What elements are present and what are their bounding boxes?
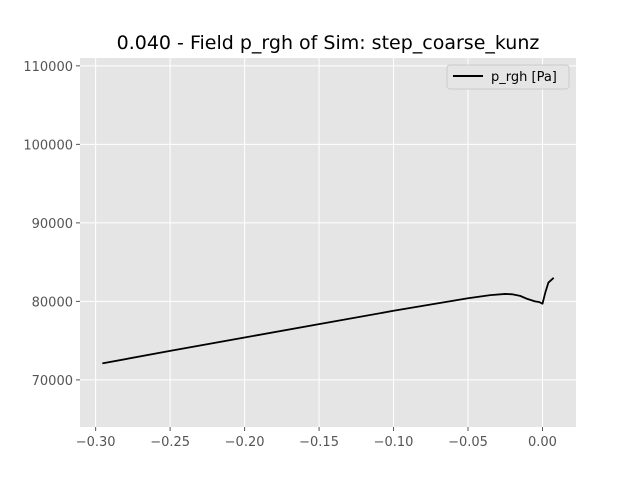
y-tick-label: 100000	[23, 138, 73, 153]
legend-box	[446, 64, 570, 90]
legend-label: p_rgh [Pa]	[491, 70, 557, 85]
y-tick-label: 80000	[32, 295, 73, 310]
y-axis-ticks: 70000 80000 90000 100000 110000	[23, 60, 80, 389]
x-axis-ticks: −0.30 −0.25 −0.20 −0.15 −0.10 −0.05 0.00	[76, 427, 557, 450]
series-layer	[102, 277, 555, 365]
x-tick-label: −0.25	[150, 435, 190, 450]
y-tick-label: 110000	[23, 60, 73, 75]
chart-title: 0.040 - Field p_rgh of Sim: step_coarse_…	[117, 32, 540, 54]
x-tick-label: −0.20	[225, 435, 265, 450]
x-tick-label: −0.10	[374, 435, 414, 450]
y-tick-label: 70000	[32, 374, 73, 389]
x-tick-label: −0.05	[448, 435, 488, 450]
plot-area-background	[80, 58, 576, 427]
x-tick-label: −0.15	[299, 435, 339, 450]
legend: p_rgh [Pa]	[446, 64, 570, 90]
x-tick-label: −0.30	[76, 435, 116, 450]
series-line	[102, 277, 555, 365]
x-tick-label: 0.00	[528, 435, 557, 450]
grid	[80, 58, 576, 427]
y-tick-label: 90000	[32, 217, 73, 232]
